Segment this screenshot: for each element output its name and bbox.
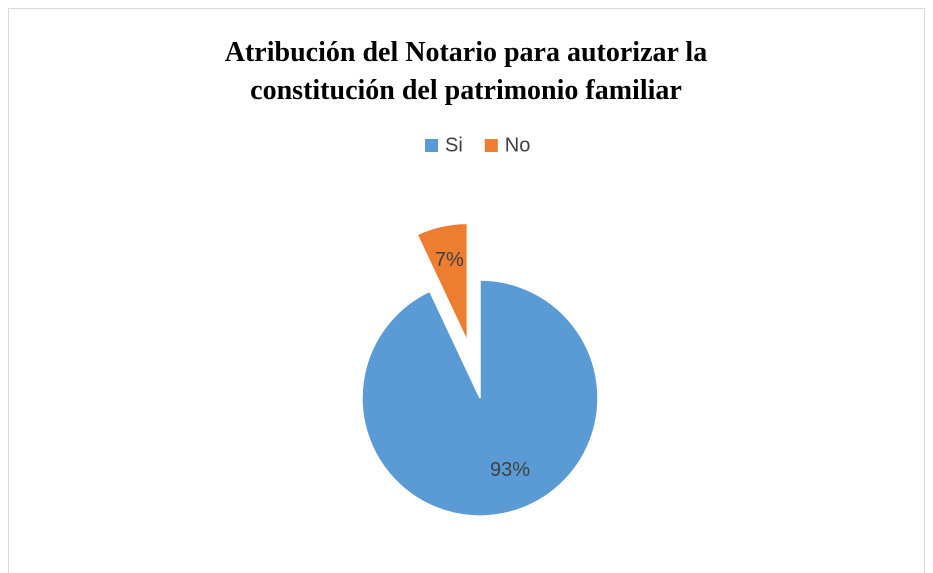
pie-slice bbox=[361, 279, 599, 517]
legend-swatch bbox=[484, 139, 498, 152]
data-label: 7% bbox=[435, 249, 464, 271]
pie-slice bbox=[416, 222, 469, 342]
legend-swatch bbox=[425, 139, 438, 152]
chart-frame bbox=[8, 8, 925, 573]
data-label: 93% bbox=[490, 459, 530, 481]
legend-label: Si bbox=[445, 134, 463, 156]
chart-title: Atribución del Notario para autorizar la… bbox=[224, 37, 708, 106]
legend-label: No bbox=[505, 134, 531, 156]
